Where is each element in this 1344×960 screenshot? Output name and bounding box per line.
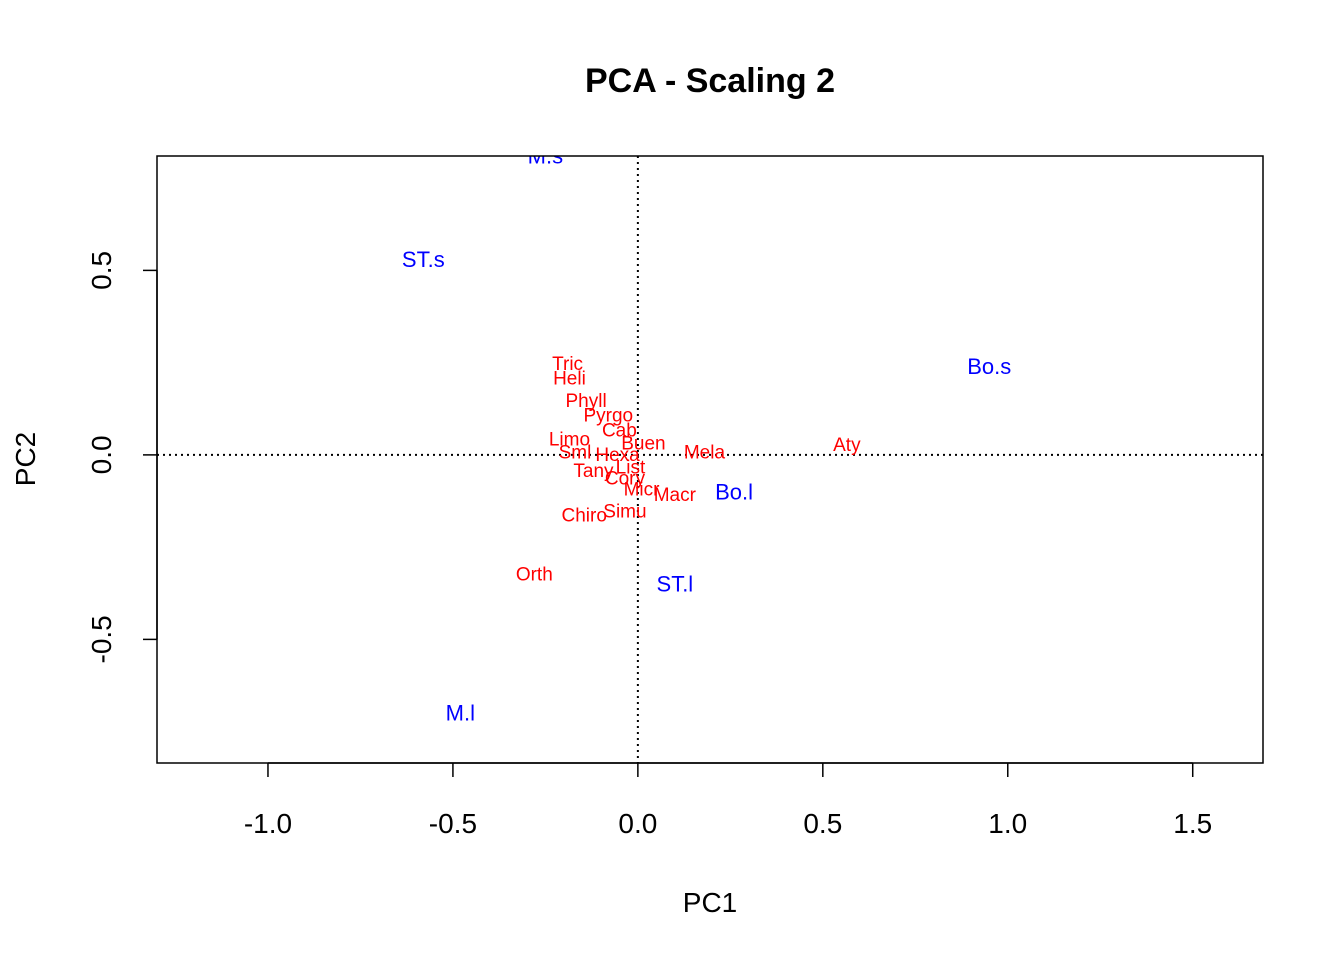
y-tick-label: 0.0 [86, 435, 117, 474]
y-tick-label: 0.5 [86, 251, 117, 290]
species-label: Simu [603, 502, 646, 523]
chart-title: PCA - Scaling 2 [585, 62, 835, 100]
x-tick-label: 1.0 [988, 808, 1027, 839]
species-label: Sml [559, 443, 592, 464]
reference-lines [157, 156, 1263, 763]
x-axis-label: PC1 [683, 887, 737, 918]
x-tick-label: 0.5 [803, 808, 842, 839]
species-label: Pyrgo [583, 406, 633, 427]
site-labels: M.s ST.s Bo.s Bo.l ST.l M.l [402, 144, 1011, 726]
y-axis: -0.5 0.0 0.5 [86, 251, 158, 664]
site-label: ST.l [657, 572, 694, 597]
species-label: Buen [621, 433, 665, 454]
site-label: M.s [528, 144, 563, 169]
species-label: Phyll [565, 391, 606, 412]
site-label: ST.s [402, 247, 445, 272]
species-label: Aty [833, 435, 861, 456]
species-label: List [616, 457, 646, 478]
y-axis-label: PC2 [10, 432, 41, 486]
x-tick-label: -0.5 [429, 808, 477, 839]
species-label: Cab [602, 420, 637, 441]
species-label: Tany [573, 461, 614, 482]
x-axis: -1.0 -0.5 0.0 0.5 1.0 1.5 [244, 762, 1212, 839]
species-label: Micr [624, 479, 661, 500]
x-tick-label: 1.5 [1173, 808, 1212, 839]
species-label: Heli [553, 369, 586, 390]
site-label: Bo.l [715, 479, 753, 504]
plot-frame [156, 155, 1264, 764]
species-label: Hexa [595, 445, 640, 466]
species-label: Chiro [562, 505, 607, 526]
species-label: Tric [552, 354, 583, 375]
site-label: M.l [446, 701, 475, 726]
site-label: Bo.s [967, 354, 1011, 379]
species-label: Mela [684, 443, 726, 464]
x-tick-label: 0.0 [618, 808, 657, 839]
species-label: Macr [654, 485, 697, 506]
species-label: Limo [549, 430, 590, 451]
species-label: Cory [605, 468, 646, 489]
species-label: Orth [516, 564, 553, 585]
y-tick-label: -0.5 [86, 615, 117, 663]
x-tick-label: -1.0 [244, 808, 292, 839]
